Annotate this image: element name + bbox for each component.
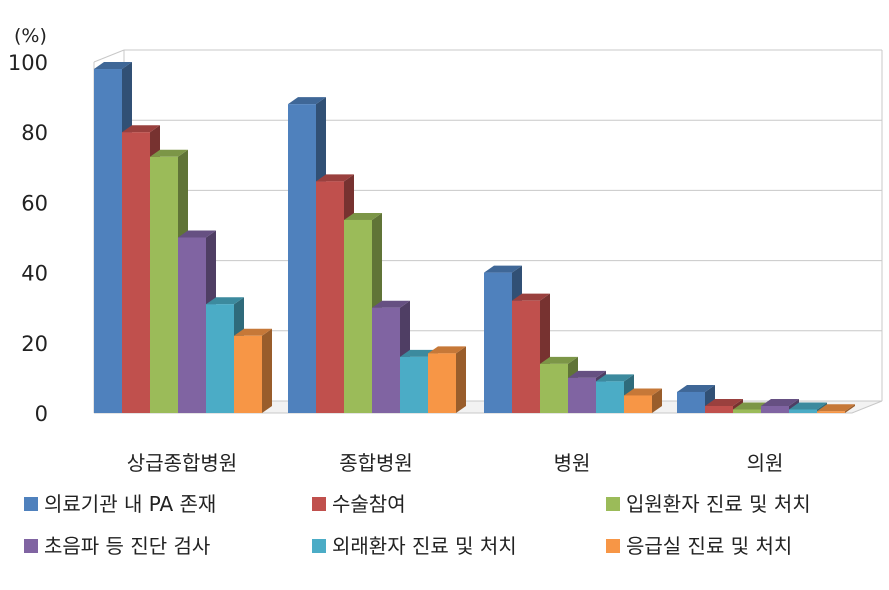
legend-swatch (606, 497, 620, 511)
legend-swatch (606, 539, 620, 553)
bar-top (789, 402, 827, 410)
bar-top (484, 265, 522, 273)
y-tick-label: 0 (35, 402, 48, 426)
bar (624, 395, 652, 413)
bar-top (428, 346, 466, 354)
bar (150, 156, 178, 413)
bar-top (94, 62, 132, 70)
x-category-label: 종합병원 (339, 451, 413, 475)
bar-top (288, 97, 326, 105)
bar (428, 353, 456, 413)
bar-top (372, 300, 410, 308)
x-category-label: 의원 (747, 451, 784, 475)
bar-top (705, 398, 743, 406)
bar (677, 391, 705, 413)
bar (372, 307, 400, 413)
legend-swatch (312, 539, 326, 553)
bar-top (316, 174, 354, 182)
bar (178, 237, 206, 413)
legend-label: 입원환자 진료 및 처치 (626, 492, 811, 516)
x-category-label: 병원 (554, 451, 591, 475)
bar-top (122, 125, 160, 133)
y-tick-label: 40 (21, 262, 48, 286)
bar-top (150, 149, 188, 157)
bar-side (456, 346, 466, 413)
bar-side (845, 404, 855, 413)
bar (761, 405, 789, 413)
bar-top (234, 328, 272, 336)
legend-label: 초음파 등 진단 검사 (44, 534, 210, 558)
bar (122, 132, 150, 413)
bar-top (596, 374, 634, 382)
bar (206, 304, 234, 413)
y-tick-label: 20 (21, 332, 48, 356)
bar (789, 409, 817, 413)
bar-top (344, 212, 382, 220)
bar (733, 409, 761, 413)
bar (512, 300, 540, 413)
legend-swatch (312, 497, 326, 511)
bar (234, 335, 262, 413)
bar-top (624, 388, 662, 396)
bar-top (817, 404, 855, 412)
bar (400, 356, 428, 413)
bar (316, 181, 344, 413)
bar-top (178, 230, 216, 238)
legend-label: 외래환자 진료 및 처치 (332, 534, 517, 558)
bar-top (761, 398, 799, 406)
legend-swatch (24, 539, 38, 553)
legend-label: 응급실 진료 및 처치 (626, 534, 792, 558)
bar (568, 377, 596, 413)
bar (288, 104, 316, 414)
x-category-label: 상급종합병원 (127, 451, 237, 475)
y-tick-label: 100 (8, 51, 48, 75)
bar (596, 381, 624, 413)
legend-label: 의료기관 내 PA 존재 (44, 492, 216, 516)
bar-top (540, 356, 578, 364)
bar-side (652, 388, 662, 413)
bar-top (206, 297, 244, 305)
bar (705, 405, 733, 413)
y-tick-label: 80 (21, 121, 48, 145)
gridline-100-depth (93, 49, 125, 63)
bar (344, 219, 372, 413)
legend-label: 수술참여 (332, 492, 406, 516)
y-tick-label: 60 (21, 191, 48, 215)
bar-top (677, 384, 715, 392)
bar (817, 411, 845, 413)
bar (484, 272, 512, 413)
y-unit-label: (%) (14, 25, 47, 47)
legend-swatch (24, 497, 38, 511)
bar-top (568, 370, 606, 378)
bar (540, 363, 568, 413)
bar-top (512, 293, 550, 301)
bar-side (262, 328, 272, 413)
bar (94, 69, 122, 414)
